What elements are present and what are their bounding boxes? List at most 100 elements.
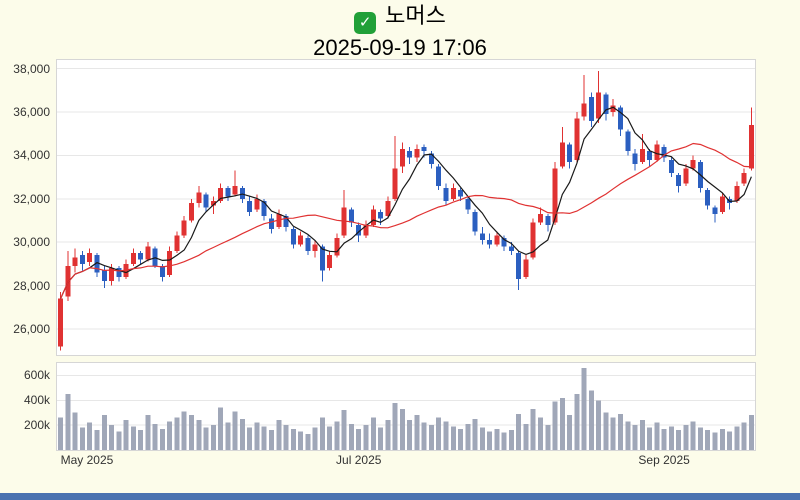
volume-bar (450, 426, 456, 450)
candle (94, 253, 100, 277)
candle (734, 181, 740, 204)
volume-bar (552, 401, 558, 450)
candle (647, 148, 653, 167)
candle (683, 164, 689, 186)
candle (138, 250, 144, 264)
candle (79, 250, 85, 271)
volume-bar (101, 415, 107, 450)
volume-bar (436, 417, 442, 450)
volume-bar (690, 421, 696, 450)
volume-bar (370, 417, 376, 450)
volume-bar (363, 425, 369, 450)
time-tick-label: Jul 2025 (336, 453, 382, 467)
volume-bar (189, 415, 194, 450)
candle (625, 129, 631, 156)
volume-bar (479, 427, 485, 450)
volume-bar (305, 433, 311, 450)
volume-bar (378, 427, 384, 450)
volume-bar (414, 415, 420, 450)
candle (101, 266, 107, 288)
volume-bar (65, 394, 71, 450)
volume-bar (341, 410, 347, 450)
candle (639, 133, 645, 165)
quote-timestamp: 2025-09-19 17:06 (313, 34, 487, 60)
price-axis: 26,000 28,000 30,000 32,000 34,000 36,000 38,0… (2, 60, 52, 355)
ma-line-slow (60, 142, 752, 299)
volume-bar (668, 426, 674, 450)
candle (567, 142, 573, 169)
candle (130, 248, 136, 267)
volume-bar (501, 432, 507, 450)
volume-bar (210, 425, 216, 450)
volume-bar (72, 412, 78, 450)
volume-bar (218, 407, 224, 450)
volume-bar (545, 425, 551, 450)
price-tick-label: 28,000 (13, 278, 50, 293)
candle (145, 242, 151, 262)
title-line: ✓ 노머스 (0, 2, 800, 34)
volume-bar (639, 420, 645, 450)
candle (87, 248, 93, 267)
candle (487, 233, 493, 249)
volume-bar (632, 425, 638, 450)
volume-bar (581, 368, 587, 450)
candle (552, 161, 558, 225)
candle (312, 240, 318, 258)
volume-bar (698, 427, 703, 450)
candle (443, 183, 449, 206)
candle (370, 205, 376, 227)
candle (341, 190, 347, 238)
volume-bar (530, 409, 536, 450)
volume-bar (596, 400, 602, 450)
candle (588, 92, 594, 128)
volume-bar (283, 425, 289, 450)
volume-bar (654, 422, 660, 450)
candle (712, 205, 718, 223)
stock-name: 노머스 (385, 3, 446, 28)
volume-bar (676, 430, 682, 450)
candle (181, 216, 187, 238)
candle (538, 207, 543, 225)
volume-bar (145, 415, 151, 450)
volume-bar (574, 394, 580, 450)
volume-bar (174, 417, 180, 450)
candle (407, 146, 413, 165)
volume-axis: 200k 400k 600k (2, 363, 52, 450)
price-tick-label: 32,000 (13, 191, 50, 206)
volume-bar (741, 422, 747, 450)
time-tick-label: May 2025 (60, 453, 114, 467)
candle (58, 292, 64, 351)
volume-bar (618, 414, 623, 450)
candle (472, 209, 478, 236)
volume-bar (356, 428, 362, 450)
candle (385, 196, 391, 219)
volume-bar (516, 414, 522, 450)
volume-bar (538, 417, 543, 450)
candle (298, 231, 304, 247)
price-gridlines (57, 68, 755, 330)
candle (581, 75, 587, 121)
price-tick-label: 38,000 (13, 61, 50, 76)
candle (189, 198, 194, 223)
candle (719, 192, 725, 214)
candle (632, 148, 638, 171)
candle (603, 92, 609, 121)
volume-bar (349, 423, 354, 450)
volume-bar (254, 422, 260, 450)
candle (65, 250, 71, 301)
volume-bar (312, 427, 318, 450)
candle (668, 157, 674, 178)
volume-bar (421, 422, 427, 450)
candle (247, 196, 253, 217)
volume-bar (472, 418, 478, 450)
volume-bar (487, 431, 493, 450)
candle (334, 233, 340, 258)
volume-bar (327, 426, 333, 450)
candle (559, 127, 565, 169)
volume-bar (748, 415, 754, 450)
candle (363, 220, 369, 238)
volume-bar (159, 428, 165, 450)
volume-bar (109, 425, 114, 450)
time-tick-label: Sep 2025 (638, 453, 690, 467)
volume-bar (290, 428, 296, 450)
